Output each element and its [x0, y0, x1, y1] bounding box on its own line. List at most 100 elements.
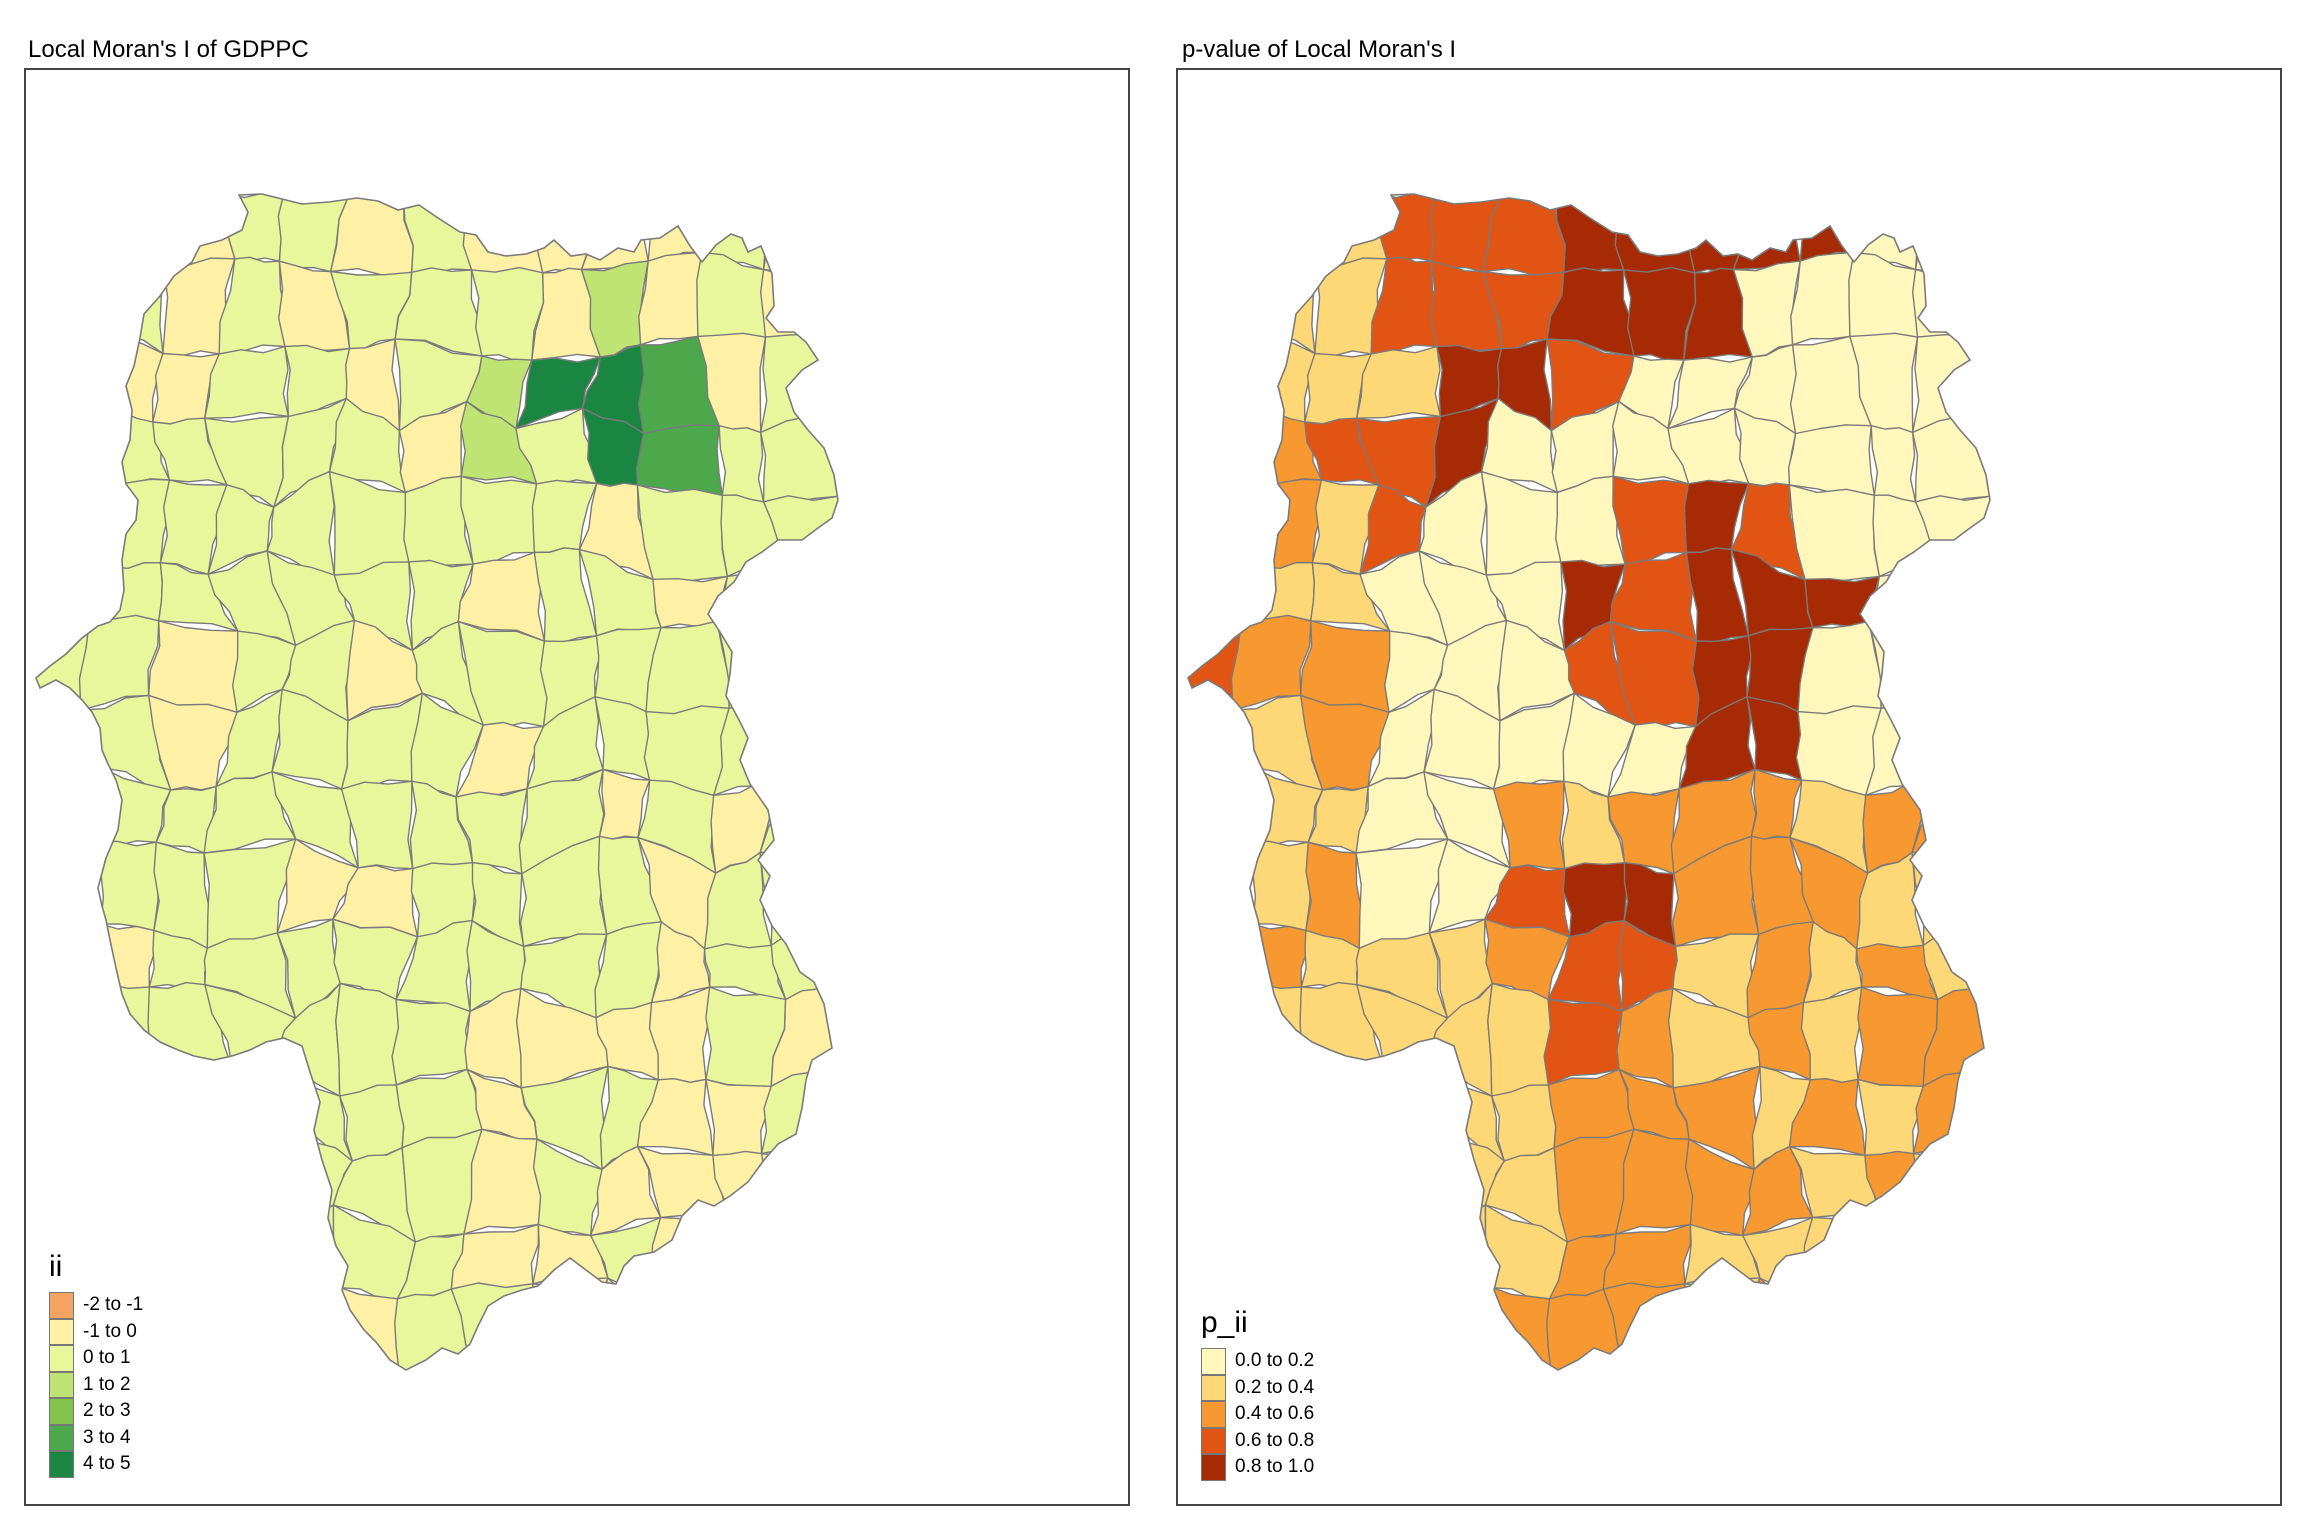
legend-swatch: [49, 1451, 74, 1478]
county-region: [391, 998, 471, 1086]
legend-swatch: [1201, 1454, 1226, 1481]
right-map-title: p-value of Local Moran's I: [1182, 36, 1457, 63]
county-region: [1912, 333, 1990, 434]
county-region: [638, 251, 706, 346]
county-region: [648, 986, 711, 1083]
county-region: [652, 575, 729, 629]
county-region: [1236, 923, 1309, 992]
legend-swatch: [49, 1292, 74, 1319]
county-region: [1788, 424, 1875, 497]
legend-label: 3 to 4: [83, 1426, 131, 1448]
right-choropleth-map: [1187, 193, 1991, 1371]
county-region: [1492, 1287, 1555, 1370]
county-region: [770, 908, 838, 1001]
legend-label: 0.4 to 0.6: [1235, 1403, 1315, 1425]
legend-label: 0.2 to 0.4: [1235, 1376, 1315, 1398]
county-region: [1487, 982, 1553, 1097]
county-region: [1804, 575, 1881, 629]
legend-swatch: [1201, 1374, 1226, 1401]
county-region: [470, 266, 545, 362]
county-region: [580, 194, 649, 271]
county-region: [1911, 773, 1990, 854]
county-region: [1429, 1204, 1494, 1318]
county-region: [705, 1078, 772, 1159]
county-region: [339, 1084, 405, 1162]
county-region: [1543, 998, 1623, 1086]
legend-swatch: [49, 1371, 74, 1398]
county-region: [645, 620, 730, 716]
right-legend: p_ii 0.0 to 0.2 0.2 to 0.4 0.4 to 0.6 0.…: [1201, 1306, 1314, 1481]
county-region: [762, 194, 838, 288]
county-region: [450, 1282, 535, 1370]
county-region: [1868, 616, 1938, 709]
county-region: [89, 562, 163, 622]
left-map-frame: ii -2 to -1 -1 to 0 0 to 1 1 to 2 2 to 3…: [24, 68, 1130, 1506]
county-region: [1676, 1277, 1761, 1370]
county-region: [1864, 1150, 1932, 1224]
county-region: [1356, 345, 1442, 419]
county-region: [1788, 484, 1881, 583]
county-region: [148, 620, 242, 713]
county-region: [84, 923, 157, 992]
county-region: [224, 194, 287, 262]
county-region: [1870, 425, 1917, 503]
legend-label: 0.0 to 0.2: [1235, 1350, 1315, 1372]
county-region: [1248, 840, 1311, 932]
left-legend-item: -2 to -1: [49, 1292, 143, 1319]
county-region: [1732, 194, 1801, 271]
county-region: [1912, 1149, 1990, 1234]
county-region: [204, 345, 290, 419]
legend-label: 0.6 to 0.8: [1235, 1429, 1315, 1451]
county-region: [1236, 263, 1317, 355]
county-region: [1612, 475, 1693, 565]
right-legend-title: p_ii: [1201, 1306, 1248, 1339]
province-outline: [35, 193, 839, 1371]
county-region: [1491, 1084, 1557, 1162]
legend-swatch: [1201, 1348, 1226, 1375]
left-legend-item: 4 to 5: [49, 1451, 143, 1478]
county-region: [641, 194, 706, 262]
county-region: [716, 616, 786, 709]
legend-label: -1 to 0: [83, 1320, 137, 1342]
county-region: [460, 475, 541, 565]
county-region: [759, 773, 838, 854]
left-legend-item: 3 to 4: [49, 1424, 143, 1451]
county-region: [636, 424, 723, 497]
county-region: [96, 840, 159, 932]
county-region: [1790, 251, 1858, 346]
left-legend-title: ii: [49, 1250, 63, 1283]
county-region: [84, 263, 165, 355]
county-region: [636, 484, 729, 583]
legend-swatch: [49, 1345, 74, 1372]
county-region: [1300, 620, 1394, 713]
county-region: [759, 847, 838, 946]
right-legend-item: 0.4 to 0.6: [1201, 1401, 1314, 1428]
county-region: [1914, 194, 1990, 288]
county-region: [1911, 847, 1990, 946]
right-legend-item: 0.0 to 0.2: [1201, 1348, 1314, 1375]
county-region: [1727, 1277, 1805, 1370]
legend-label: 0.8 to 1.0: [1235, 1456, 1315, 1478]
legend-label: 4 to 5: [83, 1453, 131, 1475]
county-region: [1376, 194, 1439, 262]
county-region: [1793, 194, 1858, 262]
legend-swatch: [1201, 1401, 1226, 1428]
county-region: [648, 1216, 730, 1306]
right-map-frame: p_ii 0.0 to 0.2 0.2 to 0.4 0.4 to 0.6 0.…: [1176, 68, 2282, 1506]
county-region: [1236, 982, 1305, 1092]
county-region: [1857, 1078, 1924, 1159]
county-region: [107, 478, 172, 570]
county-region: [1602, 1223, 1692, 1290]
legend-label: 1 to 2: [83, 1373, 131, 1395]
county-region: [1622, 266, 1697, 362]
county-region: [524, 1277, 609, 1370]
left-legend-item: 0 to 1: [49, 1345, 143, 1372]
county-region: [718, 425, 765, 503]
right-legend-item: 0.2 to 0.4: [1201, 1374, 1315, 1401]
county-region: [335, 982, 401, 1097]
left-legend-item: 2 to 3: [49, 1398, 143, 1425]
legend-swatch: [49, 1398, 74, 1425]
county-region: [575, 1277, 653, 1370]
county-region: [760, 1149, 838, 1234]
county-region: [84, 982, 153, 1092]
